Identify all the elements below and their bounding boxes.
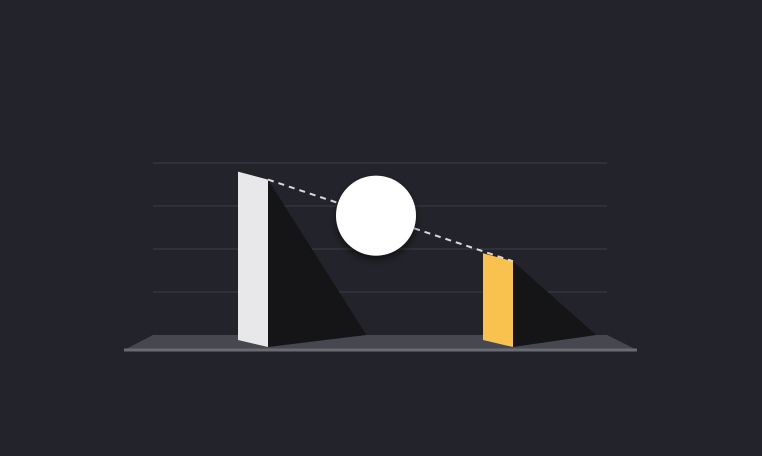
bar-1: [238, 171, 268, 347]
bars-layer: [238, 171, 597, 347]
trend-layer: [267, 175, 514, 263]
trend-marker: [336, 175, 416, 256]
bar-shadow-1: [268, 179, 367, 347]
bar-shadow-2: [513, 261, 597, 347]
bar-2: [483, 253, 513, 347]
